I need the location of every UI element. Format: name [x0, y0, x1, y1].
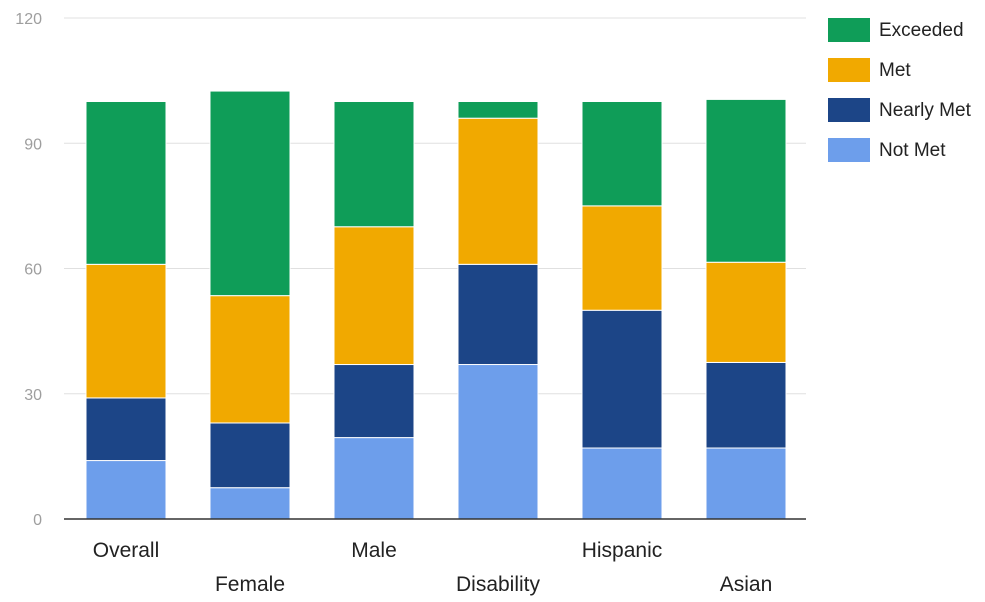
bar-segment-not-met: [333, 437, 415, 520]
bar-segment-not-met: [705, 447, 787, 520]
bar-segment-exceeded: [333, 101, 415, 228]
bar-segment-exceeded: [581, 101, 663, 207]
bar-stack-female: [209, 90, 291, 520]
legend-label: Exceeded: [879, 20, 964, 41]
bar-segment-not-met: [85, 460, 167, 520]
bar-stack-overall: [85, 101, 167, 520]
y-axis-ticks: 0 30 60 90 120: [15, 11, 42, 529]
bar-segment-nearly-met: [705, 361, 787, 449]
legend-item-met: Met: [828, 58, 911, 82]
bar-segment-exceeded: [705, 98, 787, 263]
legend-item-nearly-met: Nearly Met: [828, 98, 972, 122]
x-category-label: Disability: [456, 573, 541, 596]
legend-label: Met: [879, 60, 911, 81]
bar-stack-disability: [457, 101, 539, 520]
x-category-label: Female: [215, 573, 285, 596]
y-tick-label: 120: [15, 11, 42, 28]
bar-segment-met: [85, 263, 167, 399]
x-category-label: Asian: [720, 573, 773, 596]
bar-stack-hispanic: [581, 101, 663, 520]
bars: [85, 90, 787, 520]
legend-swatch: [828, 58, 870, 82]
y-tick-label: 30: [24, 387, 42, 404]
bar-segment-met: [705, 261, 787, 363]
x-axis-categories: Overall Female Male Disability Hispanic Asian: [93, 539, 773, 596]
bar-segment-nearly-met: [333, 364, 415, 439]
bar-segment-exceeded: [209, 90, 291, 297]
bar-segment-not-met: [457, 364, 539, 520]
y-tick-label: 0: [33, 512, 42, 529]
bar-segment-not-met: [581, 447, 663, 520]
x-category-label: Hispanic: [582, 539, 663, 562]
bar-segment-nearly-met: [85, 397, 167, 462]
bar-stack-asian: [705, 98, 787, 520]
bar-segment-met: [333, 226, 415, 366]
bar-segment-not-met: [209, 487, 291, 520]
x-category-label: Male: [351, 539, 397, 562]
bar-segment-nearly-met: [581, 309, 663, 449]
bar-segment-met: [209, 295, 291, 424]
legend-swatch: [828, 138, 870, 162]
bar-segment-exceeded: [457, 101, 539, 119]
legend-swatch: [828, 18, 870, 42]
legend-label: Not Met: [879, 140, 946, 161]
legend-item-exceeded: Exceeded: [828, 18, 964, 42]
legend-swatch: [828, 98, 870, 122]
bar-segment-met: [581, 205, 663, 311]
legend-item-not-met: Not Met: [828, 138, 946, 162]
legend: Exceeded Met Nearly Met Not Met: [828, 18, 972, 162]
legend-label: Nearly Met: [879, 100, 972, 121]
bar-segment-nearly-met: [209, 422, 291, 489]
y-tick-label: 90: [24, 136, 42, 153]
bar-segment-exceeded: [85, 101, 167, 265]
bar-stack-male: [333, 101, 415, 520]
x-category-label: Overall: [93, 539, 160, 562]
y-tick-label: 60: [24, 262, 42, 279]
bar-segment-nearly-met: [457, 263, 539, 366]
bar-segment-met: [457, 117, 539, 265]
gridlines: [64, 17, 806, 395]
